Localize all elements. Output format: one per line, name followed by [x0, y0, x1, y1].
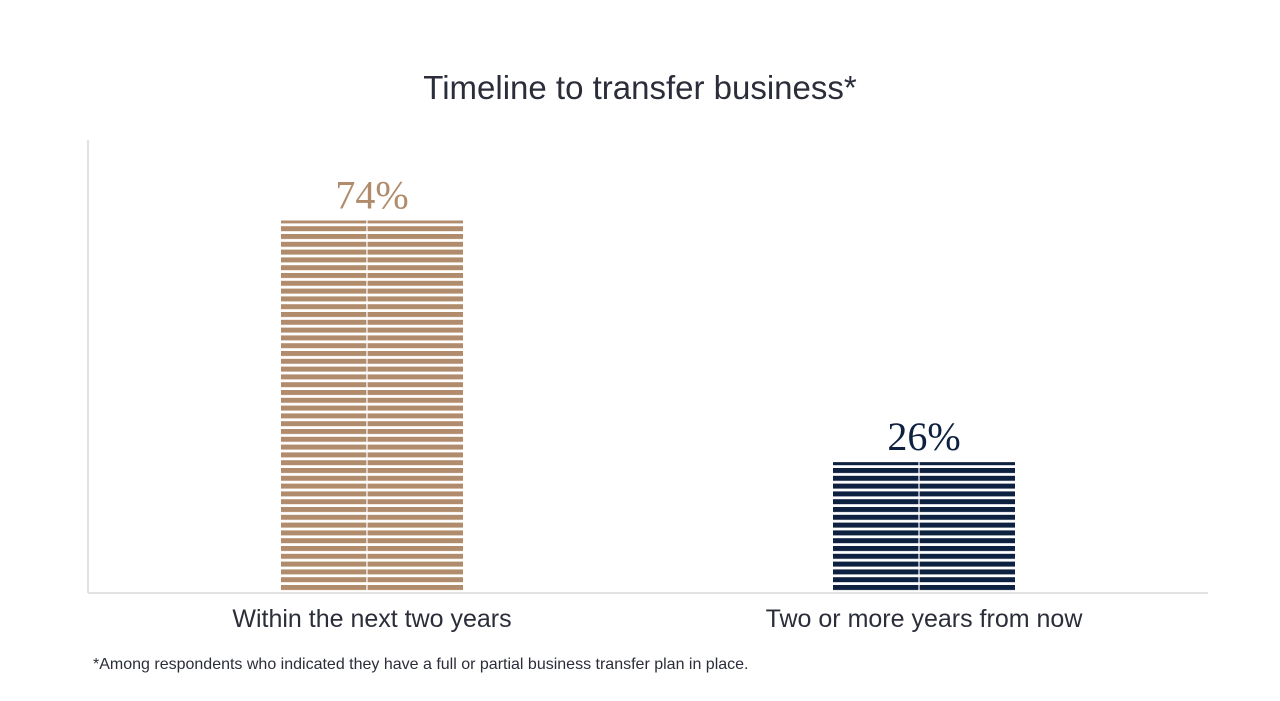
footnote: *Among respondents who indicated they ha… [93, 656, 749, 673]
bars-group [281, 220, 1015, 594]
labels-group: 74% Within the next two years 26% Two or mo… [232, 173, 1083, 633]
value-label-1: 74% [335, 173, 408, 218]
value-label-2: 26% [887, 414, 960, 459]
bar-2 [833, 462, 1015, 593]
chart-title: Timeline to transfer business* [423, 69, 857, 106]
bar-1 [281, 220, 463, 594]
category-label-2: Two or more years from now [766, 605, 1084, 633]
category-label-1: Within the next two years [232, 605, 511, 633]
